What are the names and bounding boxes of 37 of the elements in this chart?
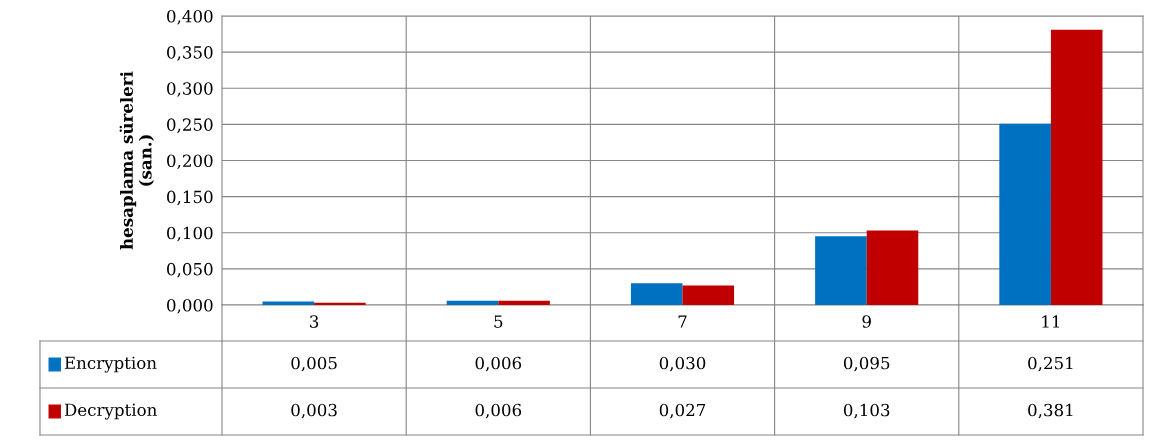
data-label: 0,006	[475, 403, 522, 419]
y-tick-label: 0,400	[167, 9, 213, 25]
data-label: 0,103	[843, 403, 890, 419]
x-tick-label: 5	[494, 315, 503, 328]
bar	[1050, 29, 1103, 305]
bar	[446, 300, 499, 305]
bar	[262, 301, 315, 305]
data-label: 0,251	[1028, 356, 1073, 372]
x-tick-label: 9	[862, 315, 871, 328]
bar	[498, 300, 550, 305]
bar	[630, 283, 683, 305]
y-tick-label: 0,150	[167, 190, 213, 206]
y-tick-label: 0,250	[167, 118, 213, 133]
y-axis-title: hesaplama süreleri (san.)	[119, 71, 154, 250]
data-label: 0,095	[843, 356, 890, 372]
x-tick-label: 7	[678, 315, 687, 328]
bar	[999, 123, 1051, 305]
y-tick-label: 0,000	[167, 298, 213, 314]
y-tick-label: 0,050	[167, 262, 213, 278]
y-tick-label: 0,100	[167, 226, 213, 242]
bar	[815, 236, 867, 305]
y-tick-label: 0,200	[167, 154, 213, 170]
y-tick-label: 0,350	[167, 46, 213, 61]
data-label: 0,027	[659, 403, 706, 419]
legend-label: Encryption	[64, 356, 157, 373]
legend-label: Decryption	[64, 403, 157, 420]
y-tick-label: 0,300	[167, 82, 213, 97]
bar	[682, 285, 735, 305]
bar	[866, 230, 919, 305]
x-tick-label: 3	[310, 315, 319, 328]
x-tick-label: 11	[1042, 315, 1060, 328]
data-label: 0,006	[475, 356, 522, 372]
data-label: 0,030	[659, 356, 706, 372]
data-label: 0,003	[291, 403, 337, 419]
bar	[314, 302, 366, 305]
data-label: 0,005	[291, 356, 337, 372]
data-label: 0,381	[1028, 403, 1073, 419]
